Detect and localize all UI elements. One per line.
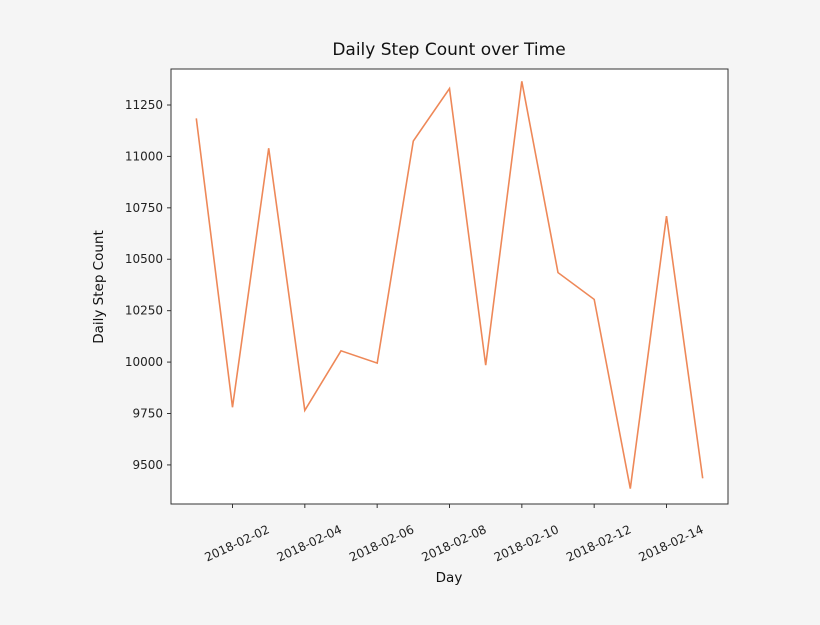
x-tick-label: 2018-02-12 xyxy=(564,522,633,564)
x-tick-label: 2018-02-06 xyxy=(347,522,416,564)
y-tick-label: 11000 xyxy=(125,149,163,163)
x-tick-label: 2018-02-14 xyxy=(636,522,705,564)
y-axis-label: Daily Step Count xyxy=(91,230,107,344)
y-tick-label: 9500 xyxy=(132,458,163,472)
x-axis-label: Day xyxy=(436,570,463,586)
x-axis-ticks: 2018-02-02 2018-02-04 2018-02-06 2018-02-08… xyxy=(202,504,706,565)
data-line xyxy=(195,81,704,489)
y-tick-label: 9750 xyxy=(132,407,163,421)
y-tick-label: 10500 xyxy=(125,252,163,266)
axes-frame xyxy=(170,68,729,505)
x-tick-label: 2018-02-08 xyxy=(419,522,488,564)
plot-area xyxy=(171,69,728,504)
y-axis-ticks: 9500 9750 10000 10250 10500 10750 11000 11250 xyxy=(125,98,171,472)
y-tick-label: 10750 xyxy=(125,201,163,215)
y-tick-label: 10000 xyxy=(125,355,163,369)
y-tick-label: 10250 xyxy=(125,304,163,318)
x-tick-label: 2018-02-10 xyxy=(492,522,561,564)
x-tick-label: 2018-02-04 xyxy=(275,522,344,564)
y-tick-label: 11250 xyxy=(125,98,163,112)
x-tick-label: 2018-02-02 xyxy=(202,522,271,564)
chart-title: Daily Step Count over Time xyxy=(332,40,565,60)
